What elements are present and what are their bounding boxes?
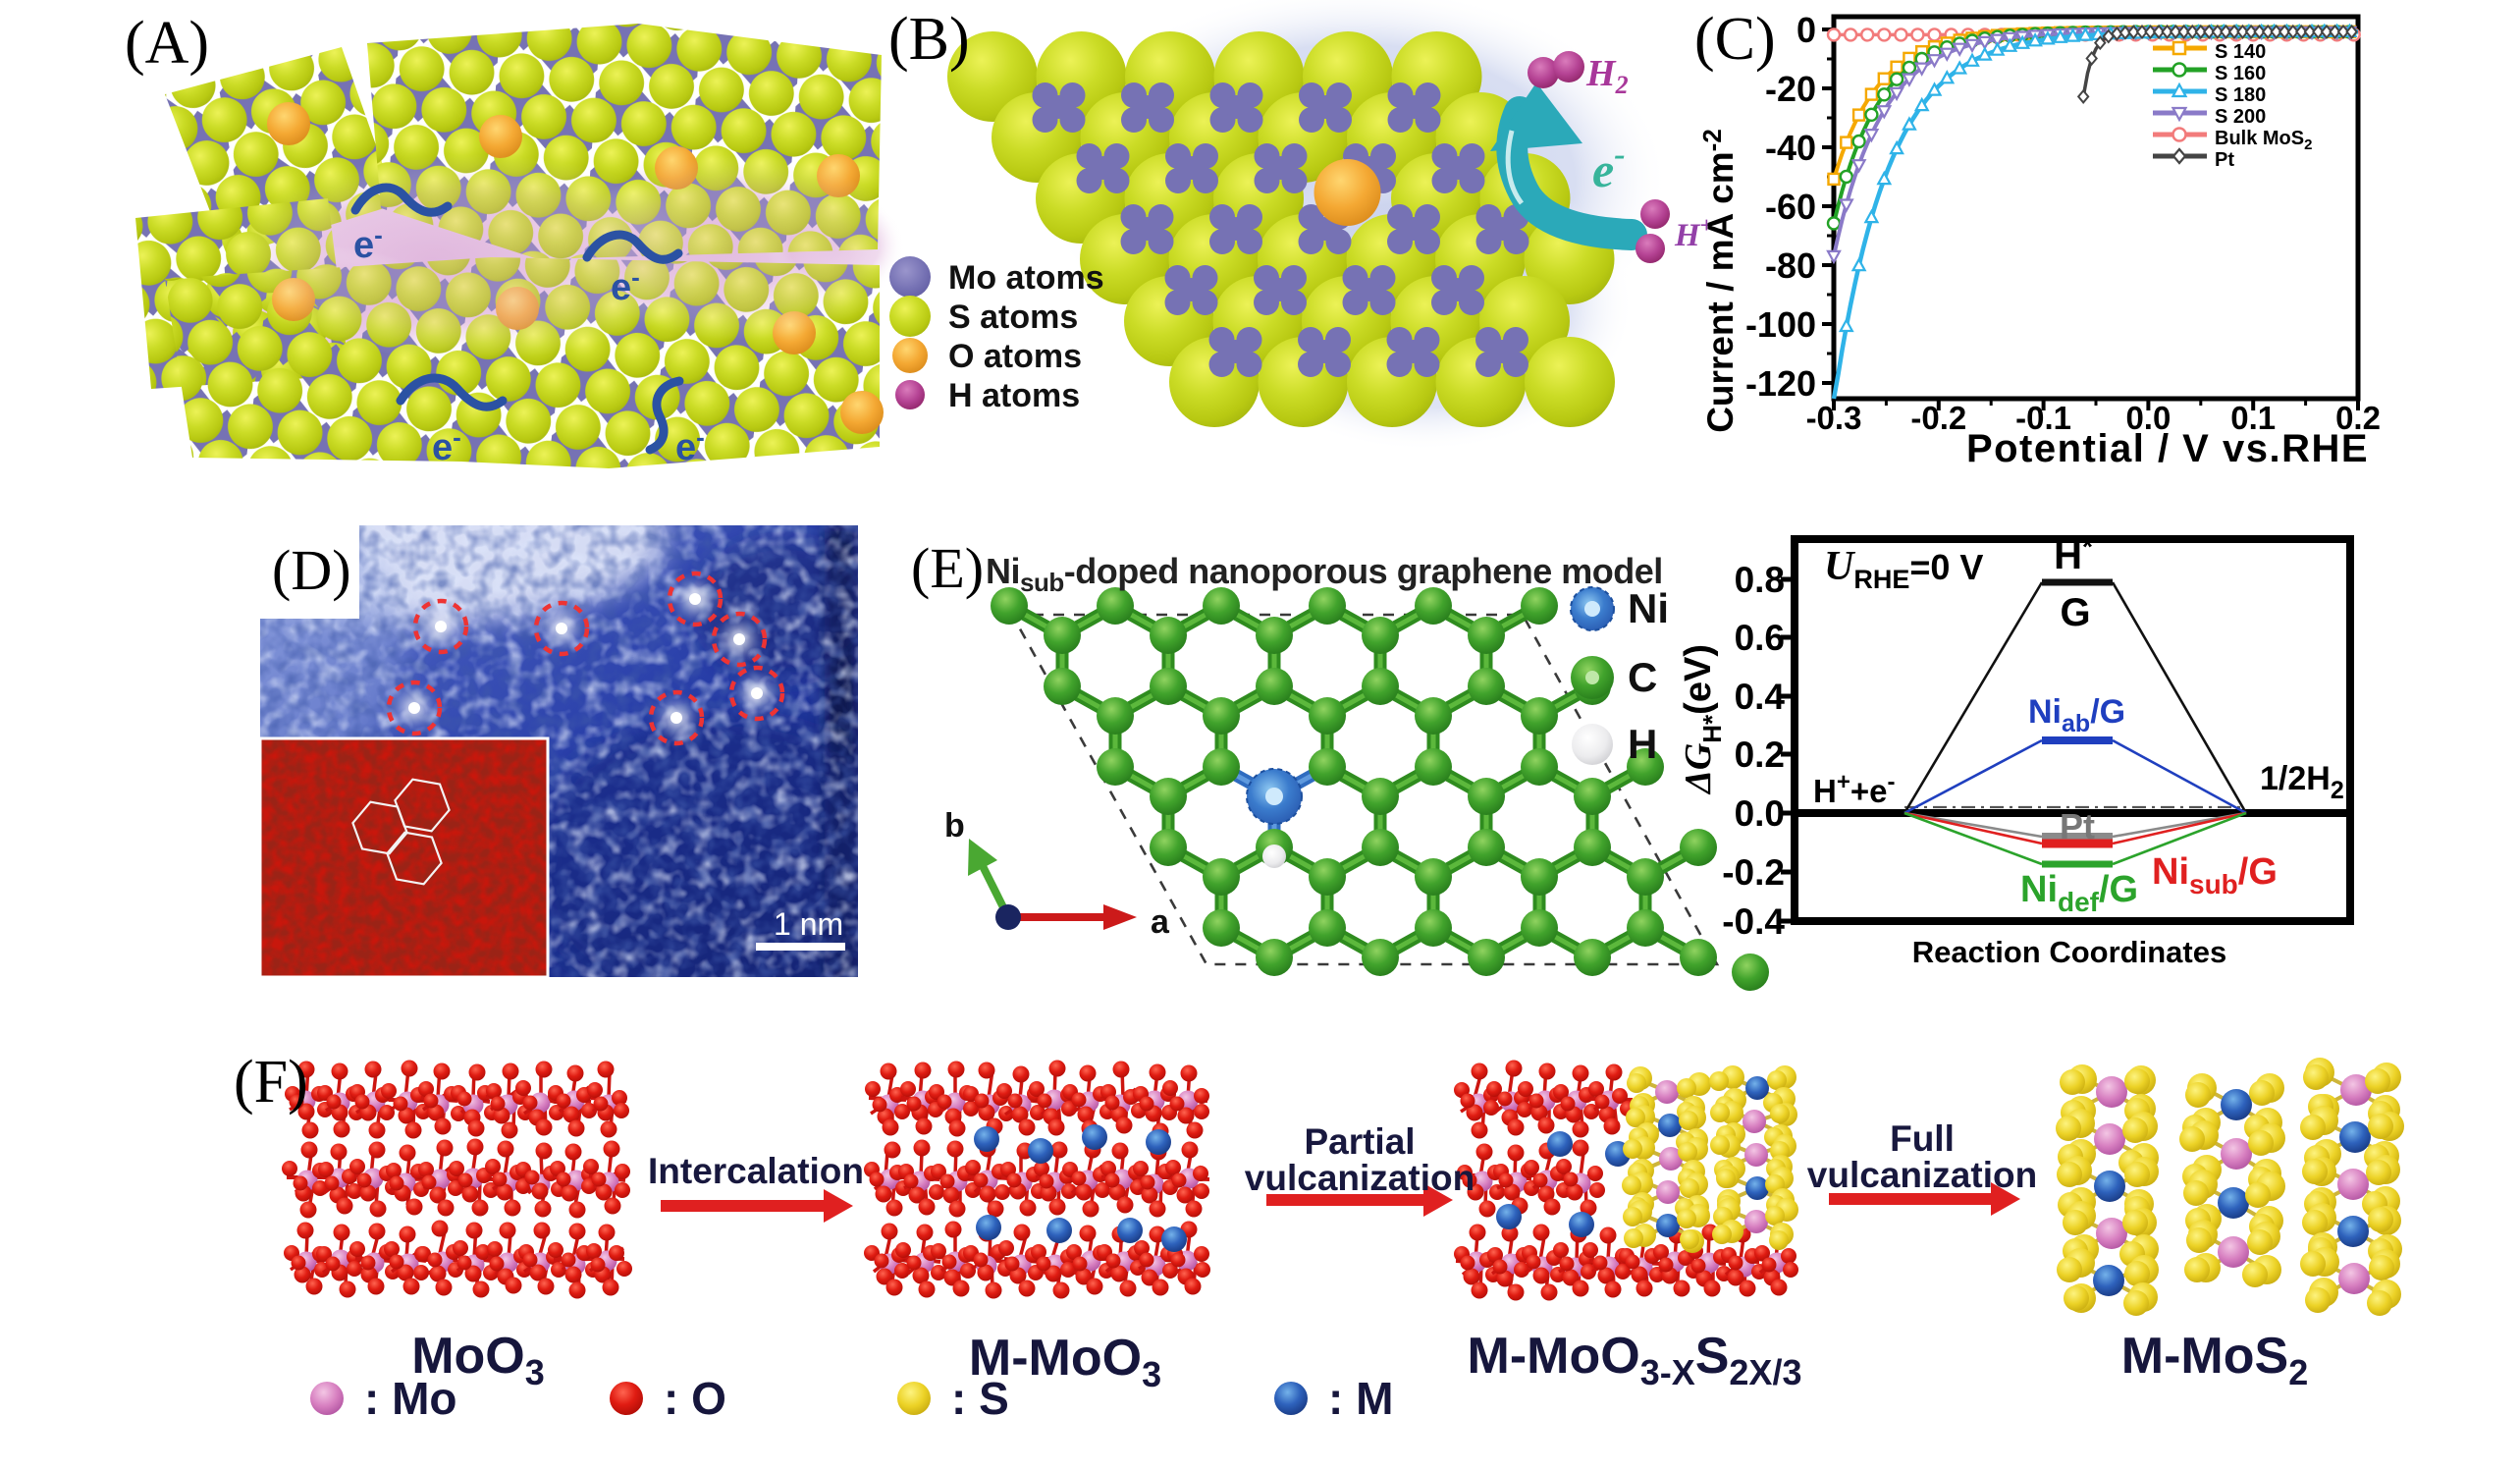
svg-text:S 180: S 180 (2215, 84, 2266, 106)
svg-text:M-MoO3: M-MoO3 (969, 1330, 1161, 1394)
svg-text:MoO3: MoO3 (411, 1328, 545, 1392)
svg-text:e-: e- (675, 422, 705, 468)
svg-text:0.0: 0.0 (1735, 793, 1785, 834)
svg-text:ΔGH*(eV): ΔGH*(eV) (1678, 644, 1727, 795)
svg-text:(A): (A) (125, 10, 209, 77)
svg-text:-0.4: -0.4 (1722, 901, 1785, 942)
svg-text:C: C (1628, 654, 1657, 700)
svg-text:Bulk MoS2: Bulk MoS2 (2215, 128, 2312, 153)
svg-text:(F): (F) (234, 1049, 308, 1116)
svg-text:-0.3: -0.3 (1806, 400, 1862, 436)
svg-text:-20: -20 (1765, 69, 1816, 109)
svg-text:0: 0 (1796, 10, 1816, 50)
svg-text:M-MoO3-XS2X/3: M-MoO3-XS2X/3 (1468, 1328, 1802, 1392)
svg-text:: Mo: : Mo (364, 1373, 457, 1424)
svg-text:0.8: 0.8 (1735, 560, 1785, 600)
svg-text:vulcanization: vulcanization (1245, 1158, 1474, 1198)
svg-text:-0.2: -0.2 (1910, 400, 1966, 436)
svg-text:M-MoS2: M-MoS2 (2121, 1328, 2308, 1392)
svg-text:Nisub-doped nanoporous graphen: Nisub-doped nanoporous graphene model (986, 551, 1663, 597)
svg-text:Niab/G: Niab/G (2028, 693, 2125, 737)
svg-text:: M: : M (1328, 1373, 1393, 1424)
svg-text:-100: -100 (1745, 304, 1816, 345)
svg-text:Current / mA cm-2: Current / mA cm-2 (1697, 129, 1741, 433)
svg-text:O atoms: O atoms (948, 338, 1082, 375)
svg-text:0.6: 0.6 (1735, 618, 1785, 658)
svg-text:Mo atoms: Mo atoms (948, 259, 1104, 297)
svg-text:0.4: 0.4 (1735, 677, 1786, 717)
svg-text:Nidef/G: Nidef/G (2020, 869, 2138, 917)
svg-text:a: a (1151, 903, 1170, 941)
svg-text:Pt: Pt (2215, 149, 2234, 171)
svg-text:S 200: S 200 (2215, 106, 2266, 128)
svg-text:0.0: 0.0 (2125, 400, 2171, 436)
svg-text:-0.1: -0.1 (2015, 400, 2071, 436)
svg-text:e-: e- (432, 422, 461, 468)
svg-text:Full: Full (1890, 1118, 1955, 1159)
svg-text:b: b (944, 807, 965, 844)
svg-text:(B): (B) (888, 6, 970, 73)
svg-text:0.1: 0.1 (2230, 400, 2276, 436)
svg-text:Reaction Coordinates: Reaction Coordinates (1912, 935, 2226, 969)
svg-text:: O: : O (664, 1373, 726, 1424)
svg-text:(D): (D) (272, 538, 351, 602)
svg-text:Partial: Partial (1304, 1121, 1415, 1162)
svg-text:H++e-: H++e- (1813, 769, 1895, 809)
svg-text:(E): (E) (911, 536, 984, 600)
svg-text:-80: -80 (1765, 245, 1816, 286)
svg-text:H2: H2 (1585, 53, 1629, 99)
svg-text:H atoms: H atoms (948, 377, 1080, 414)
svg-text:-120: -120 (1745, 363, 1816, 404)
svg-text:1 nm: 1 nm (774, 906, 843, 942)
svg-text:Pt: Pt (2060, 806, 2095, 846)
svg-text:-60: -60 (1765, 187, 1816, 227)
svg-text:vulcanization: vulcanization (1807, 1155, 2037, 1195)
svg-text:Ni: Ni (1628, 585, 1669, 631)
svg-text:S 160: S 160 (2215, 63, 2266, 84)
svg-text:(C): (C) (1694, 6, 1776, 73)
svg-text:H+: H+ (1674, 213, 1713, 253)
svg-text:0.2: 0.2 (2335, 400, 2381, 436)
svg-text:Intercalation: Intercalation (648, 1151, 864, 1191)
svg-text:Potential / V vs.RHE: Potential / V vs.RHE (1966, 427, 2369, 470)
svg-text:G: G (2060, 591, 2090, 634)
svg-text:Nisub/G: Nisub/G (2152, 851, 2278, 899)
svg-text:0.2: 0.2 (1735, 735, 1785, 775)
svg-text:-0.2: -0.2 (1722, 852, 1785, 893)
svg-text:H: H (1628, 721, 1657, 767)
svg-text:: S: : S (951, 1373, 1009, 1424)
svg-text:S atoms: S atoms (948, 299, 1078, 336)
svg-text:S 140: S 140 (2215, 41, 2266, 63)
svg-text:1/2H2: 1/2H2 (2260, 760, 2344, 804)
svg-text:H*: H* (2054, 531, 2093, 577)
svg-text:URHE=0 V: URHE=0 V (1824, 544, 1983, 594)
svg-text:-40: -40 (1765, 128, 1816, 168)
